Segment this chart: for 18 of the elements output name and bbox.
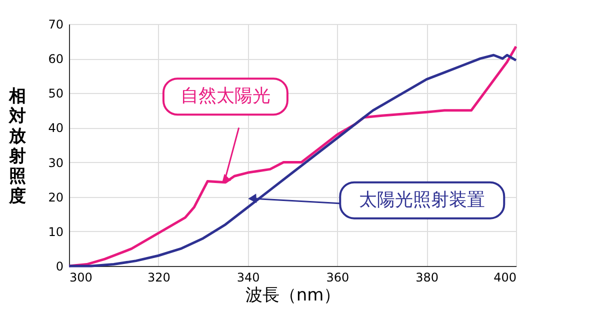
- y-axis-title: 相対放射照度: [8, 86, 27, 206]
- x-tick-label: 360: [326, 270, 350, 284]
- x-axis-title: 波長（nm）: [245, 286, 341, 306]
- x-tick-label: 320: [147, 270, 170, 284]
- text: 太陽光照射装置: [359, 189, 486, 210]
- y-tick-label: 60: [48, 52, 64, 66]
- y-tick-label: 40: [48, 121, 64, 136]
- y-tick-label: 0: [56, 260, 64, 274]
- x-tick-label: 400: [494, 270, 516, 284]
- y-tick-label: 30: [48, 156, 64, 170]
- y-tick-label: 50: [48, 86, 64, 101]
- y-tick-label: 70: [48, 18, 64, 32]
- x-tick-label: 340: [236, 270, 260, 284]
- x-tick-label: 380: [416, 270, 439, 284]
- y-tick-label: 10: [48, 224, 64, 239]
- y-tick-label: 20: [48, 190, 64, 204]
- text: 自然太陽光: [180, 86, 270, 107]
- x-tick-label: 300: [70, 270, 92, 284]
